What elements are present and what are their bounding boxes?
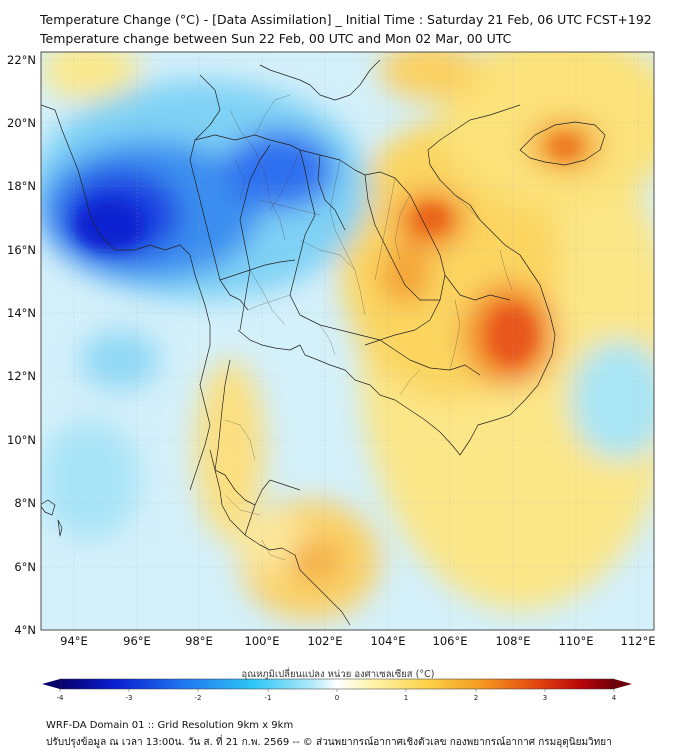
lon-label-110E: 110°E	[558, 634, 594, 648]
coastlines-borders	[41, 59, 606, 626]
colorbar-tick-label: 2	[473, 694, 479, 702]
map-title-line1: Temperature Change (°C) - [Data Assimila…	[40, 12, 652, 27]
province-boundaries	[224, 94, 513, 561]
colorbar-tick-label: 0	[334, 694, 340, 702]
lat-label-20N: 20°N	[7, 116, 36, 130]
colorbar-tick-label: -4	[56, 694, 64, 702]
lon-label-112E: 112°E	[620, 634, 656, 648]
lat-label-10N: 10°N	[7, 433, 36, 447]
lat-label-16N: 16°N	[7, 243, 36, 257]
colorbar-tick-label: 4	[611, 694, 617, 702]
lat-label-22N: 22°N	[7, 53, 36, 67]
lon-label-106E: 106°E	[432, 634, 468, 648]
colorbar-tick-label: -3	[125, 694, 133, 702]
colorbar-tick-label: -2	[194, 694, 202, 702]
graticule	[41, 52, 654, 630]
colorbar-tick-label: -1	[264, 694, 272, 702]
colorbar-label: อุณหภูมิเปลี่ยนแปลง หน่วย องศาเซลเซียส (…	[241, 669, 435, 680]
colorbar	[42, 678, 632, 692]
lat-label-4N: 4°N	[14, 623, 36, 637]
lat-label-14N: 14°N	[7, 306, 36, 320]
map-title-line2: Temperature change between Sun 22 Feb, 0…	[40, 31, 512, 46]
lat-label-12N: 12°N	[7, 369, 36, 383]
lon-label-104E: 104°E	[370, 634, 406, 648]
footer-update-credit: ปรับปรุงข้อมูล ณ เวลา 13:00น. วัน ส. ที่…	[46, 737, 612, 748]
lon-label-94E: 94°E	[60, 634, 88, 648]
lon-label-96E: 96°E	[123, 634, 151, 648]
colorbar-right-arrow	[614, 679, 632, 689]
lat-label-6N: 6°N	[14, 560, 36, 574]
colorbar-left-arrow	[42, 679, 60, 689]
lon-label-100E: 100°E	[244, 634, 280, 648]
lat-label-8N: 8°N	[14, 496, 36, 510]
colorbar-tick-label: 3	[542, 694, 548, 702]
lon-label-98E: 98°E	[185, 634, 213, 648]
lon-label-102E: 102°E	[307, 634, 343, 648]
lon-label-108E: 108°E	[495, 634, 531, 648]
lat-label-18N: 18°N	[7, 179, 36, 193]
colorbar-tick-label: 1	[403, 694, 409, 702]
temperature-field	[41, 52, 654, 630]
footer-domain-info: WRF-DA Domain 01 :: Grid Resolution 9km …	[46, 720, 294, 731]
